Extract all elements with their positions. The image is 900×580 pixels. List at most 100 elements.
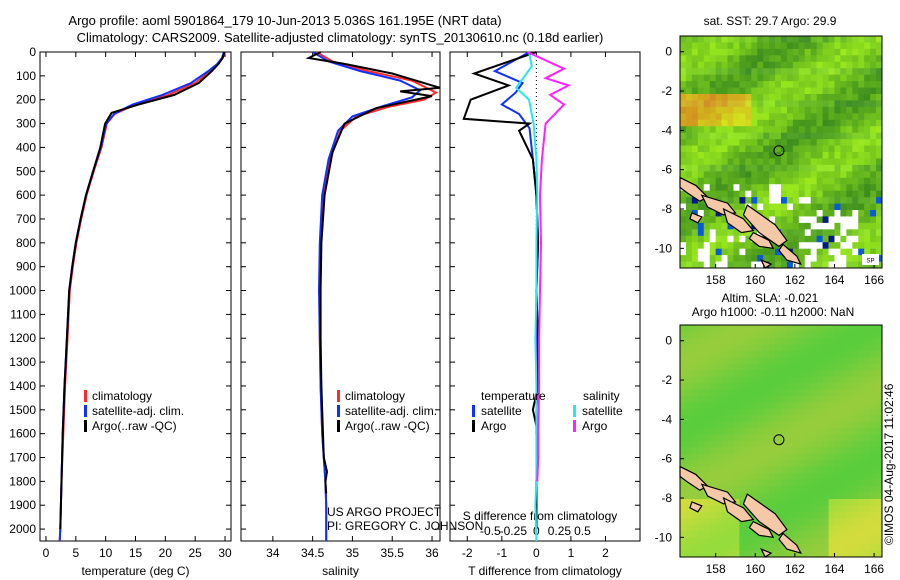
map-cell — [870, 190, 877, 198]
map-cell — [739, 376, 746, 384]
map-cell — [691, 210, 699, 217]
map-cell — [816, 81, 823, 88]
map-cell — [786, 389, 794, 397]
map-cell — [792, 74, 800, 82]
map-cell — [781, 222, 788, 230]
map-cell — [769, 145, 776, 153]
legend-swatch-satellite — [84, 405, 87, 417]
map-cell — [852, 428, 859, 435]
map-cell — [786, 242, 794, 250]
map-cell — [864, 177, 871, 185]
map-cell — [763, 434, 770, 442]
map-cell — [680, 447, 687, 455]
map-cell — [816, 331, 823, 339]
map-cell — [715, 350, 722, 358]
map-cell — [721, 74, 728, 82]
map-cell — [864, 48, 871, 56]
map-cell — [757, 197, 764, 204]
map-cell — [840, 537, 847, 545]
map-cell — [828, 145, 835, 153]
map-cell — [816, 453, 823, 461]
map-cell — [685, 383, 693, 390]
map-cell — [810, 395, 818, 403]
map-cell — [715, 42, 722, 50]
map-y-tick-label: -6 — [661, 163, 672, 177]
map-cell — [876, 81, 883, 88]
map-cell — [870, 229, 877, 237]
map-cell — [733, 486, 740, 493]
map-cell — [810, 408, 818, 416]
map-cell — [691, 408, 699, 416]
map-cell — [876, 87, 883, 95]
map-cell — [852, 357, 859, 365]
map-cell — [709, 363, 717, 371]
map-cell — [703, 550, 711, 558]
map-cell — [680, 36, 687, 43]
map-cell — [775, 113, 782, 121]
temperature-legend: climatology satellite-adj. clim. Argo(..… — [84, 389, 184, 433]
map-cell — [858, 402, 865, 410]
map-cell — [751, 344, 758, 352]
map-cell — [703, 242, 711, 250]
legend-swatch-climatology — [84, 390, 87, 402]
map-cell — [685, 255, 693, 262]
map-cell — [775, 383, 782, 390]
map-cell — [685, 164, 693, 172]
map-cell — [697, 357, 705, 365]
map-cell — [769, 216, 776, 224]
map-cell — [745, 550, 752, 558]
map-cell — [745, 331, 752, 339]
map-cell — [840, 518, 847, 526]
map-cell — [786, 203, 794, 211]
map-cell — [816, 499, 823, 506]
map-cell — [870, 447, 877, 455]
map-cell — [816, 229, 823, 237]
island — [748, 231, 775, 250]
legend-swatch-satellite — [337, 405, 340, 417]
map-cell — [680, 248, 687, 256]
map-cell — [852, 370, 859, 377]
x2-axis-label: S difference from climatology — [463, 509, 618, 523]
map-cell — [828, 524, 835, 532]
map-cell — [816, 100, 823, 108]
map-cell — [864, 499, 871, 506]
map-cell — [727, 164, 734, 172]
map-cell — [721, 350, 728, 358]
map-cell — [804, 325, 812, 332]
figure-title-line1: Argo profile: aoml 5901864_179 10-Jun-20… — [68, 13, 501, 28]
map-cell — [864, 229, 871, 237]
map-cell — [852, 42, 859, 50]
map-cell — [798, 518, 806, 526]
map-cell — [721, 473, 728, 481]
map-cell — [703, 203, 711, 211]
map-cell — [798, 511, 806, 519]
map-cell — [858, 158, 865, 166]
map-cell — [685, 357, 693, 365]
map-cell — [763, 132, 770, 140]
map-cell — [876, 492, 883, 500]
map-cell — [876, 119, 883, 127]
map-cell — [703, 383, 711, 390]
map-cell — [680, 402, 687, 410]
map-cell — [828, 511, 835, 519]
map-cell — [691, 222, 699, 230]
map-cell — [703, 184, 711, 192]
island — [742, 204, 788, 248]
map-cell — [763, 171, 770, 179]
map-cell — [822, 74, 829, 82]
map-cell — [691, 492, 699, 500]
y-tick-label: 1100 — [10, 307, 36, 321]
map-cell — [804, 126, 812, 134]
map-cell — [769, 100, 776, 108]
map-cell — [846, 145, 853, 153]
map-cell — [798, 383, 806, 390]
map-cell — [792, 216, 800, 224]
map-cell — [798, 119, 806, 127]
map-cell — [781, 94, 788, 101]
map-cell — [822, 222, 829, 230]
map-cell — [680, 229, 687, 237]
map-cell — [727, 132, 734, 140]
map-cell — [757, 363, 764, 371]
map-cell — [798, 389, 806, 397]
map-cell — [703, 81, 711, 88]
